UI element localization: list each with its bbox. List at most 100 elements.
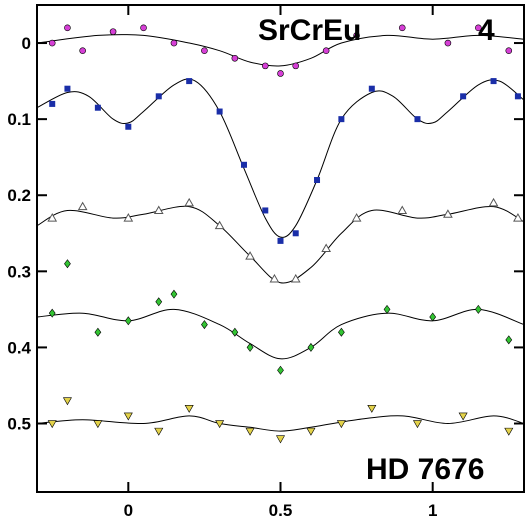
y-tick-label-4: 0.4: [7, 338, 31, 357]
data-points: [47, 24, 523, 444]
fit-curve-series-4: [36, 415, 525, 432]
point-series-1-11: [314, 177, 321, 184]
point-series-0-6: [201, 47, 208, 54]
point-series-3-13: [429, 312, 437, 322]
fit-curve-series-2: [36, 205, 525, 284]
point-series-0-8: [261, 62, 269, 70]
point-series-0-4: [140, 24, 147, 32]
point-series-1-1: [64, 85, 71, 92]
point-series-3-15: [505, 335, 513, 345]
point-series-4-12: [412, 420, 422, 429]
point-series-2-11: [397, 205, 408, 214]
point-series-4-14: [504, 427, 514, 436]
point-series-0-0: [48, 39, 56, 47]
point-series-4-3: [123, 412, 133, 421]
point-series-1-12: [338, 116, 345, 123]
point-series-0-16: [505, 47, 513, 54]
point-series-4-8: [275, 435, 286, 444]
point-series-3-1: [64, 259, 71, 269]
point-series-4-2: [93, 420, 103, 429]
point-series-1-0: [49, 100, 56, 107]
y-tick-label-3: 0.3: [7, 262, 31, 281]
point-series-0-12: [353, 32, 360, 39]
point-series-4-1: [62, 397, 72, 406]
point-series-1-17: [514, 93, 521, 100]
point-series-3-6: [201, 320, 208, 330]
y-tick-label-1: 0.1: [7, 110, 31, 129]
plot-frame: [36, 4, 525, 493]
y-tick-label-2: 0.2: [7, 186, 31, 205]
point-series-2-4: [184, 197, 195, 207]
point-series-4-6: [215, 420, 225, 429]
point-series-2-8: [290, 273, 301, 283]
point-series-3-10: [307, 342, 315, 352]
point-series-2-0: [47, 213, 58, 222]
y-tick-label-5: 0.5: [7, 415, 31, 434]
point-series-4-0: [47, 420, 57, 429]
point-series-1-2: [94, 104, 101, 111]
point-series-3-9: [277, 365, 284, 375]
peculiarity-label: SrCrEu: [258, 14, 361, 47]
point-series-1-15: [460, 93, 467, 100]
point-series-3-4: [155, 297, 163, 307]
point-series-0-1: [64, 24, 71, 32]
point-series-0-7: [231, 54, 239, 62]
point-series-0-11: [322, 47, 330, 54]
x-tick-label-1: 0.5: [269, 501, 293, 520]
point-series-1-7: [240, 161, 247, 168]
point-series-0-10: [292, 62, 300, 70]
point-series-3-11: [338, 327, 345, 337]
point-series-2-5: [214, 220, 225, 230]
point-series-4-4: [154, 427, 164, 436]
point-series-1-13: [368, 85, 375, 92]
point-series-2-14: [513, 213, 523, 222]
point-series-3-0: [48, 308, 56, 318]
point-series-0-9: [277, 70, 284, 77]
point-series-4-7: [245, 427, 255, 436]
point-series-1-4: [155, 93, 162, 100]
point-series-0-2: [79, 47, 86, 54]
point-series-2-10: [351, 213, 362, 222]
point-series-4-9: [306, 427, 316, 436]
fit-curve-series-0: [36, 34, 525, 67]
point-series-3-8: [246, 342, 254, 352]
point-series-2-9: [321, 243, 332, 252]
star-name-label: HD 7676: [366, 453, 484, 486]
point-series-0-14: [444, 39, 452, 47]
fit-curve-series-3: [36, 308, 525, 360]
fit-curve-series-1: [36, 78, 525, 238]
point-series-1-10: [292, 230, 299, 237]
point-series-3-5: [170, 289, 178, 299]
point-series-2-12: [443, 209, 453, 218]
axis-tick-labels: 0 0.5 1 0 0.1 0.2 0.3 0.4 0.5: [7, 34, 437, 520]
point-series-2-1: [77, 201, 88, 211]
point-series-4-5: [184, 404, 194, 413]
point-series-1-6: [216, 108, 223, 115]
point-series-1-14: [414, 116, 421, 123]
point-series-3-3: [124, 316, 132, 326]
point-series-1-9: [277, 237, 284, 244]
point-series-3-12: [383, 304, 391, 314]
point-series-3-2: [94, 327, 102, 337]
point-series-0-15: [475, 24, 482, 32]
point-series-0-13: [398, 24, 406, 32]
x-tick-label-0: 0: [124, 501, 133, 520]
point-series-3-7: [231, 327, 239, 337]
point-series-1-16: [490, 78, 497, 85]
panel-number-label: 4: [478, 14, 495, 47]
point-series-0-5: [170, 39, 178, 47]
point-series-4-13: [458, 412, 468, 421]
x-tick-label-2: 1: [428, 501, 437, 520]
point-series-1-3: [125, 123, 132, 130]
point-series-2-3: [153, 205, 164, 214]
point-series-4-11: [367, 404, 377, 413]
point-series-1-8: [262, 207, 269, 214]
point-series-2-2: [123, 213, 134, 222]
y-tick-label-0: 0: [22, 34, 31, 53]
point-series-4-10: [336, 420, 346, 429]
axis-ticks: [37, 5, 524, 492]
point-series-0-3: [109, 28, 117, 35]
point-series-2-13: [488, 197, 499, 207]
point-series-2-7: [269, 273, 280, 283]
point-series-2-6: [245, 251, 255, 260]
